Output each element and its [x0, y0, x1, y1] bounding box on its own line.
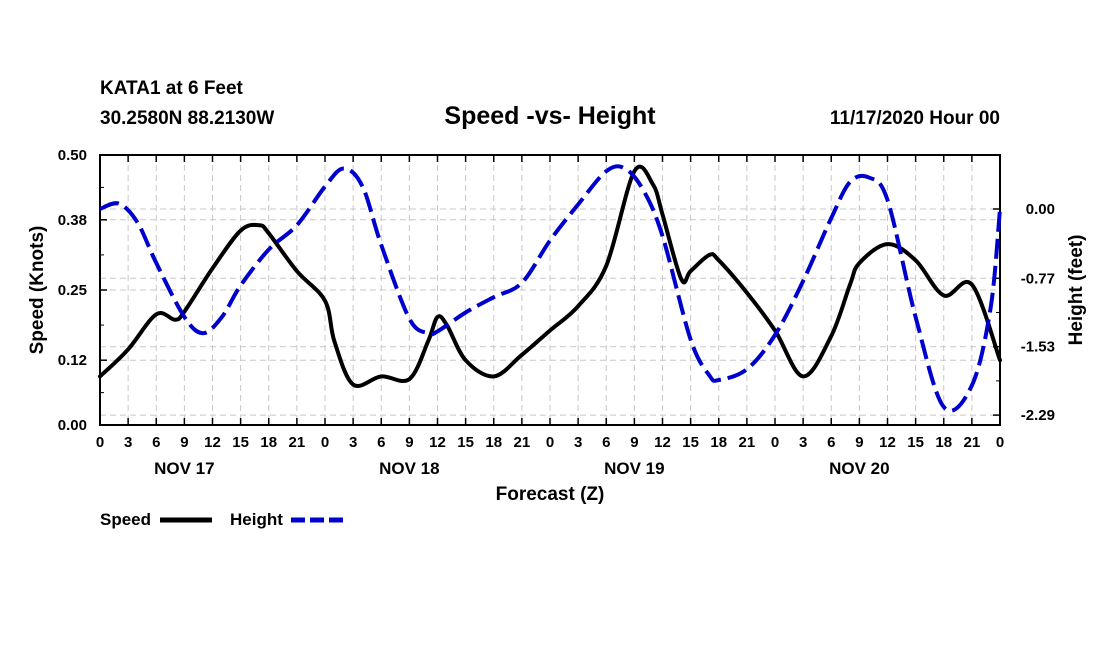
x-tick-label: 21 [289, 434, 306, 451]
x-tick-label: 15 [457, 434, 474, 451]
x-tick-label: 18 [935, 434, 952, 451]
x-tick-label: 21 [739, 434, 756, 451]
x-tick-label: 9 [630, 434, 638, 451]
coordinates-label: 30.2580N 88.2130W [100, 108, 274, 129]
x-tick-label: 15 [682, 434, 699, 451]
right-axis-title: Height (feet) [1066, 235, 1087, 346]
x-tick-label: 15 [907, 434, 924, 451]
x-tick-label: 6 [602, 434, 610, 451]
x-tick-label: 3 [349, 434, 357, 451]
right-tick-label: 0.00 [1026, 201, 1055, 218]
grid-lines [100, 154, 1000, 426]
x-tick-label: 0 [96, 434, 104, 451]
station-label: KATA1 at 6 Feet [100, 78, 244, 99]
left-tick-label: 0.00 [58, 417, 87, 434]
x-tick-label: 3 [574, 434, 582, 451]
speed-series-line [98, 164, 1002, 388]
left-tick-label: 0.38 [58, 212, 87, 229]
left-tick-label: 0.50 [58, 147, 87, 164]
x-tick-label: 9 [405, 434, 413, 451]
x-tick-label: 0 [996, 434, 1004, 451]
x-tick-label: 6 [152, 434, 160, 451]
forecast-timestamp: 11/17/2020 Hour 00 [830, 108, 1000, 129]
x-tick-label: 3 [799, 434, 807, 451]
x-tick-label: 0 [771, 434, 779, 451]
x-axis-title: Forecast (Z) [496, 484, 605, 505]
x-tick-label: 18 [485, 434, 502, 451]
chart-title: Speed -vs- Height [444, 102, 656, 130]
date-label: NOV 18 [379, 459, 439, 478]
date-label: NOV 20 [829, 459, 889, 478]
x-tick-label: 18 [710, 434, 727, 451]
x-axis: 0 3 6 9 12 15 18 21 0 3 6 9 12 15 18 21 0 3 6 9 12 15 18 21 0 3 6 9… [96, 155, 1004, 478]
x-tick-label: 21 [514, 434, 531, 451]
x-tick-label: 6 [827, 434, 835, 451]
legend-speed-label: Speed [100, 510, 151, 529]
x-tick-label: 6 [377, 434, 385, 451]
legend: Speed Height [100, 510, 343, 529]
right-axis: 0.00 -0.77 -1.53 -2.29 [993, 201, 1055, 424]
x-tick-label: 12 [654, 434, 671, 451]
x-tick-label: 15 [232, 434, 249, 451]
x-tick-label: 0 [546, 434, 554, 451]
date-label: NOV 19 [604, 459, 664, 478]
left-axis-title: Speed (Knots) [27, 226, 48, 355]
x-tick-label: 12 [879, 434, 896, 451]
x-tick-label: 21 [964, 434, 981, 451]
x-tick-label: 9 [855, 434, 863, 451]
left-tick-label: 0.12 [58, 352, 87, 369]
data-series [98, 164, 1002, 413]
height-series-line [99, 164, 1002, 413]
x-tick-label: 0 [321, 434, 329, 451]
left-tick-label: 0.25 [58, 282, 87, 299]
x-tick-label: 18 [260, 434, 277, 451]
legend-height-label: Height [230, 510, 283, 529]
x-tick-label: 12 [429, 434, 446, 451]
x-tick-label: 9 [180, 434, 188, 451]
x-tick-label: 12 [204, 434, 221, 451]
date-label: NOV 17 [154, 459, 214, 478]
right-tick-label: -2.29 [1021, 407, 1055, 424]
x-tick-label: 3 [124, 434, 132, 451]
left-axis: 0.00 0.12 0.25 0.38 0.50 [58, 147, 107, 434]
right-tick-label: -1.53 [1021, 339, 1055, 356]
right-tick-label: -0.77 [1021, 270, 1055, 287]
